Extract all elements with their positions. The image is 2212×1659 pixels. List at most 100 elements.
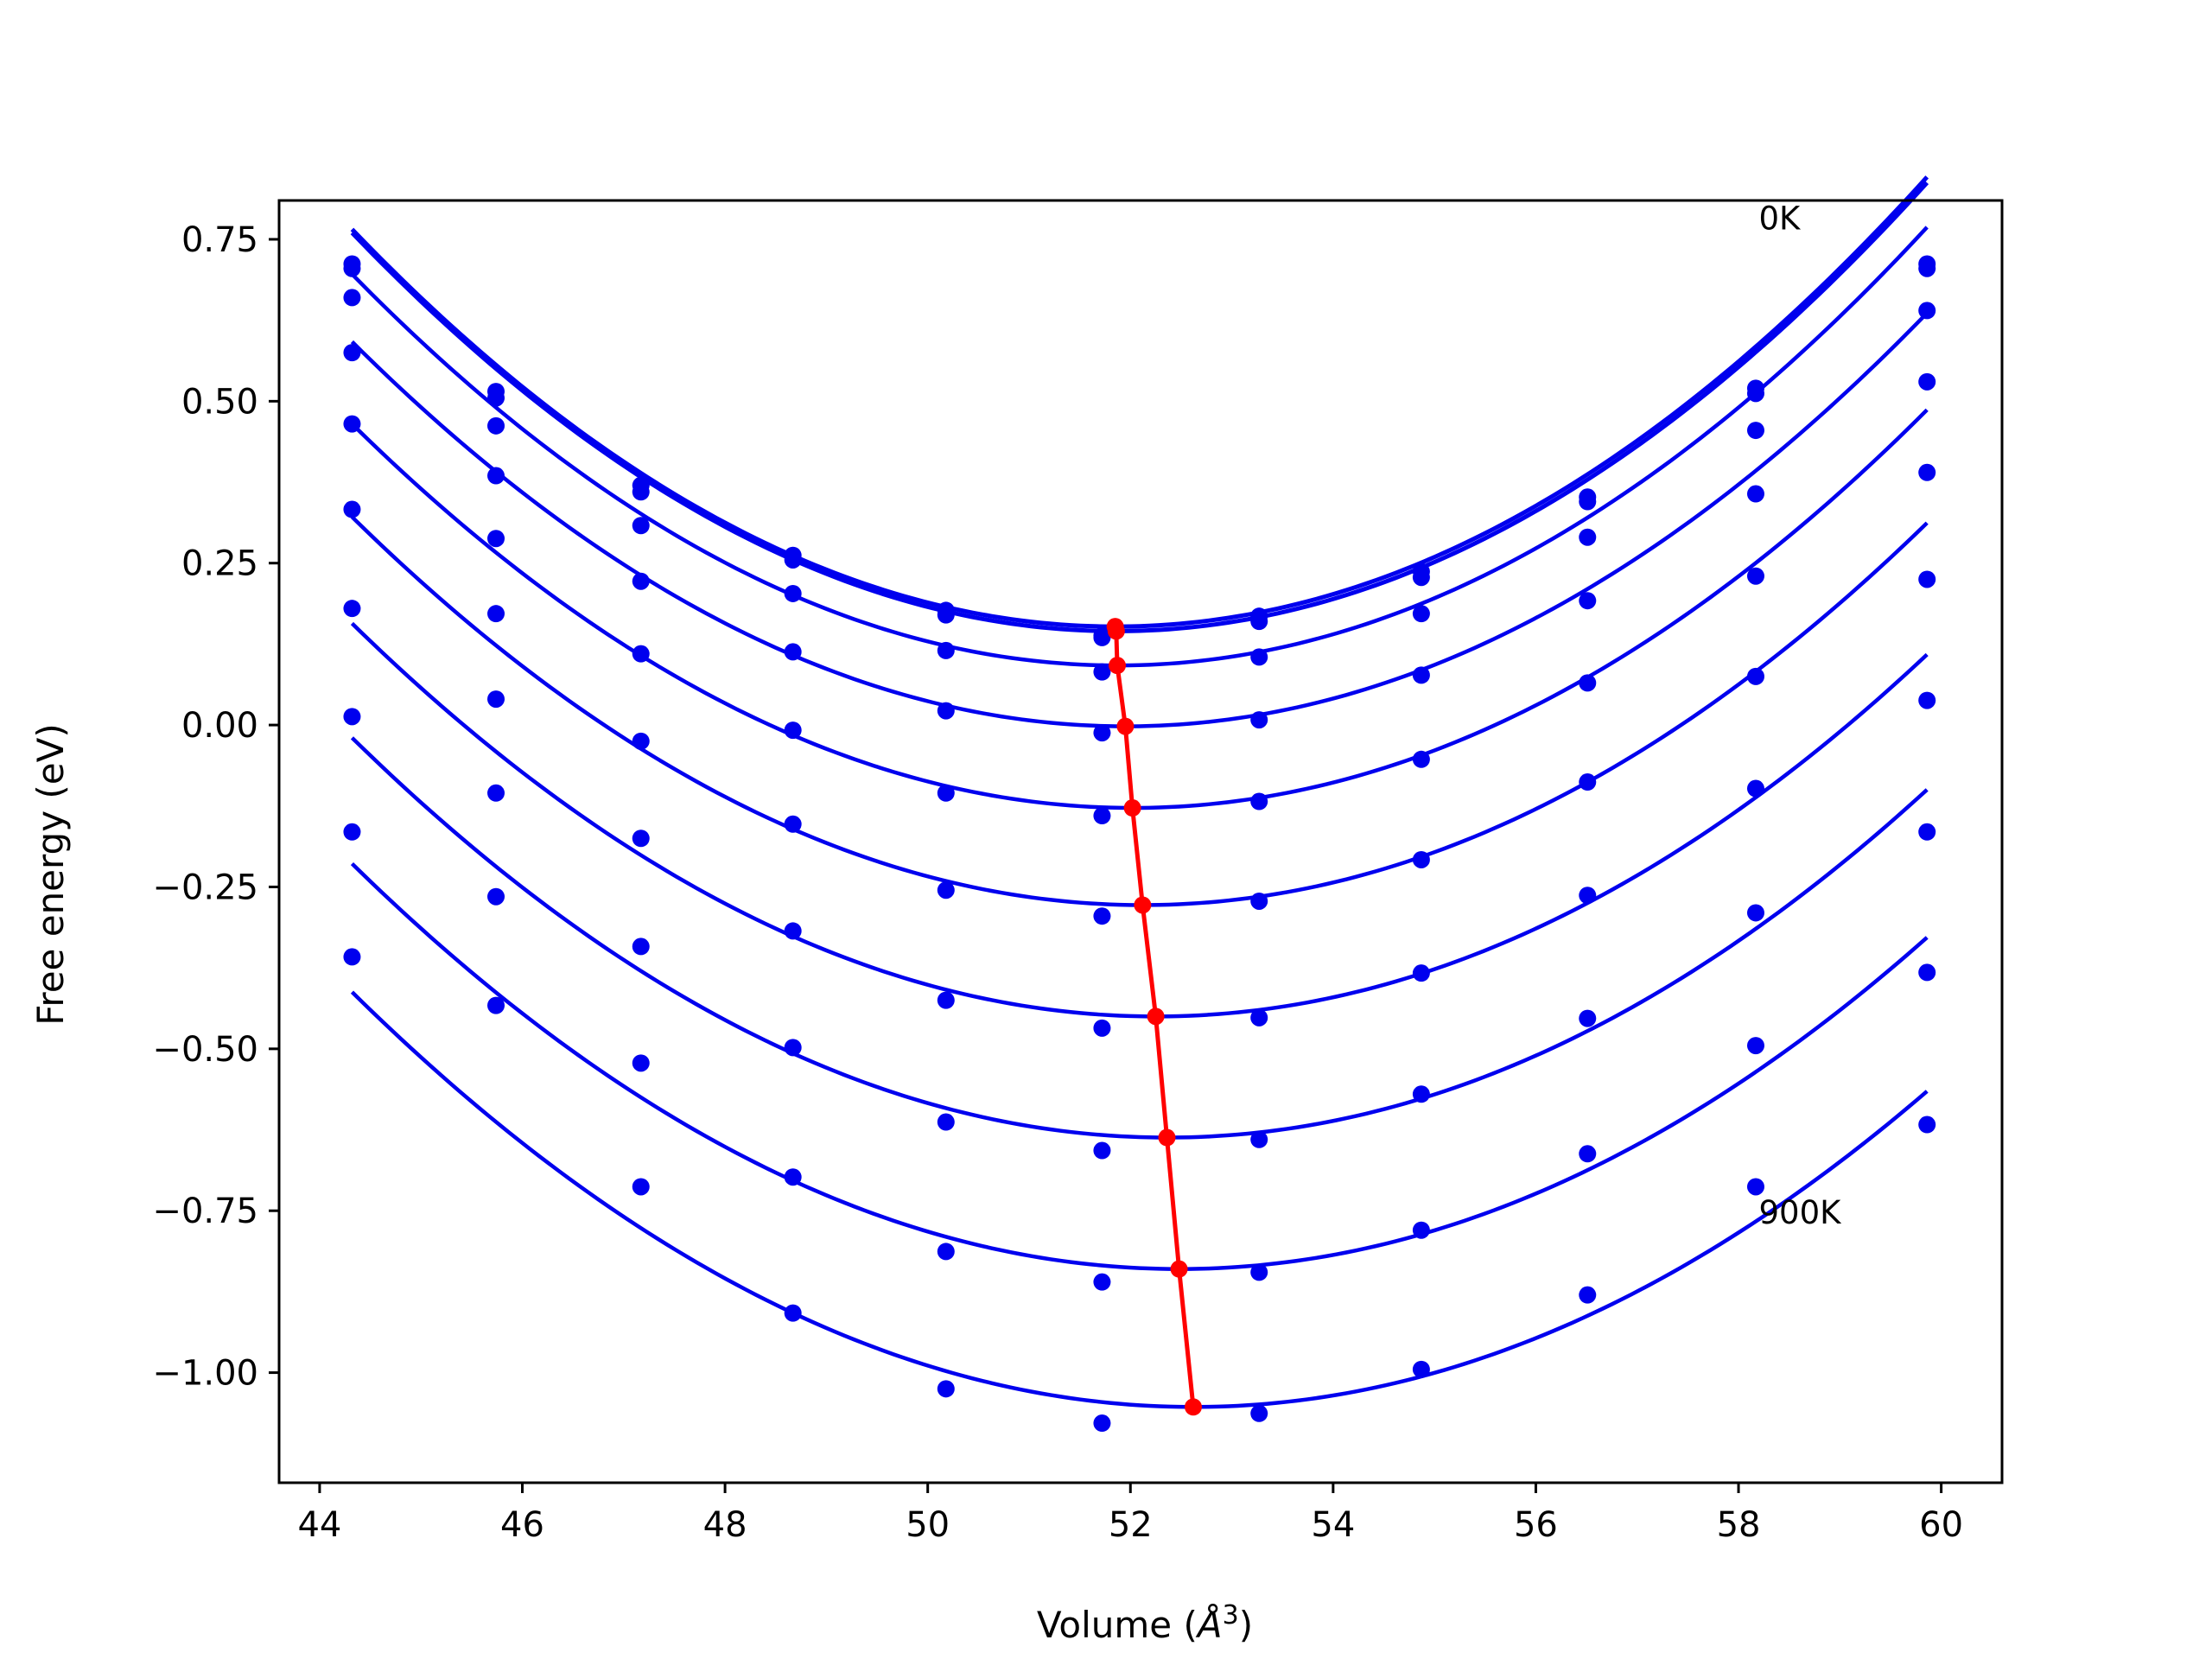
fit-curve-300K <box>350 311 1929 728</box>
data-point <box>1746 567 1764 585</box>
x-tick-label: 46 <box>500 1505 544 1545</box>
series-points-800K <box>343 823 1936 1291</box>
data-point <box>343 344 361 362</box>
y-axis-label: Free energy (eV) <box>29 723 72 1026</box>
data-point <box>937 784 955 802</box>
data-point <box>1412 569 1430 587</box>
minimum-point <box>1107 622 1125 640</box>
data-point <box>632 1054 650 1072</box>
data-point <box>632 830 650 848</box>
data-point <box>1746 422 1764 440</box>
data-point <box>1093 907 1111 925</box>
data-point <box>487 690 505 709</box>
data-point <box>1093 1019 1111 1037</box>
data-point <box>343 415 361 433</box>
x-tick-label: 52 <box>1109 1505 1153 1545</box>
axes-frame <box>277 199 2004 1484</box>
series-points-300K <box>343 344 1936 742</box>
data-point <box>1746 385 1764 403</box>
y-tick-label: −0.25 <box>152 868 258 907</box>
minimum-point <box>1158 1128 1176 1147</box>
plot-area <box>343 175 1936 1433</box>
data-point <box>1918 463 1936 481</box>
data-point <box>1412 666 1430 684</box>
data-point <box>632 938 650 956</box>
data-point <box>487 784 505 802</box>
data-point <box>487 887 505 906</box>
data-point <box>784 643 802 661</box>
data-point <box>487 416 505 435</box>
data-point <box>1093 807 1111 825</box>
data-point <box>1579 1145 1597 1163</box>
plot-frame <box>277 199 2004 1484</box>
x-axis-label: Volume (Å3) <box>1037 1600 1253 1646</box>
data-point <box>937 991 955 1009</box>
data-point <box>1918 259 1936 277</box>
data-point <box>1093 628 1111 646</box>
data-point <box>784 922 802 940</box>
y-tick-label: 0.00 <box>181 706 258 746</box>
x-tick-label: 56 <box>1514 1505 1558 1545</box>
annotations: 0K 900K <box>1758 200 1842 1231</box>
data-point <box>1093 724 1111 742</box>
data-point <box>487 605 505 623</box>
fit-curve-0K <box>350 175 1929 629</box>
data-point <box>1412 964 1430 982</box>
y-tick-label: −0.50 <box>152 1030 258 1070</box>
data-point <box>1250 792 1268 810</box>
data-point <box>784 1168 802 1186</box>
data-point <box>1746 779 1764 798</box>
data-point <box>784 1039 802 1057</box>
data-point <box>1250 1130 1268 1148</box>
x-axis: 44 46 48 50 52 54 56 58 60 <box>297 1483 1963 1545</box>
y-tick-label: 0.50 <box>181 382 258 422</box>
data-point <box>632 483 650 501</box>
data-point <box>1918 1116 1936 1134</box>
data-point <box>1579 1009 1597 1027</box>
data-point <box>1412 750 1430 768</box>
series-points-600K <box>343 600 1936 1037</box>
data-point <box>632 1178 650 1196</box>
series-points-700K <box>343 708 1936 1160</box>
fit-curve-700K <box>350 736 1929 1140</box>
x-tick-label: 58 <box>1717 1505 1761 1545</box>
series-points-400K <box>343 415 1936 825</box>
y-tick-label: −0.75 <box>152 1192 258 1231</box>
minimum-point <box>1170 1260 1188 1278</box>
fit-curve-800K <box>350 861 1929 1271</box>
data-point <box>1412 1221 1430 1239</box>
data-point <box>343 708 361 726</box>
x-tick-label: 50 <box>906 1505 950 1545</box>
data-point <box>1918 372 1936 391</box>
data-point <box>1918 963 1936 982</box>
data-point <box>1250 1404 1268 1422</box>
data-point <box>784 1304 802 1322</box>
fit-curve-200K <box>350 226 1929 668</box>
data-point <box>784 584 802 602</box>
data-point <box>632 517 650 535</box>
data-point <box>1579 674 1597 692</box>
x-tick-label: 48 <box>703 1505 747 1545</box>
data-point <box>1746 485 1764 503</box>
minimum-point <box>1123 799 1141 817</box>
data-point <box>1250 648 1268 666</box>
data-point <box>1579 1286 1597 1304</box>
data-point <box>487 389 505 407</box>
data-point <box>1746 904 1764 922</box>
data-point <box>1093 1414 1111 1433</box>
data-point <box>343 289 361 307</box>
data-point <box>1250 711 1268 729</box>
data-point <box>632 732 650 750</box>
data-point <box>784 550 802 569</box>
data-point <box>1579 773 1597 791</box>
series-points-200K <box>343 289 1936 681</box>
fit-curve-900K <box>350 990 1929 1409</box>
y-tick-label: 0.75 <box>181 220 258 260</box>
data-point <box>1093 1141 1111 1160</box>
data-point <box>937 1243 955 1261</box>
y-tick-label: −1.00 <box>152 1354 258 1394</box>
data-point <box>632 645 650 663</box>
data-point <box>343 948 361 966</box>
minima-line <box>1113 626 1196 1408</box>
